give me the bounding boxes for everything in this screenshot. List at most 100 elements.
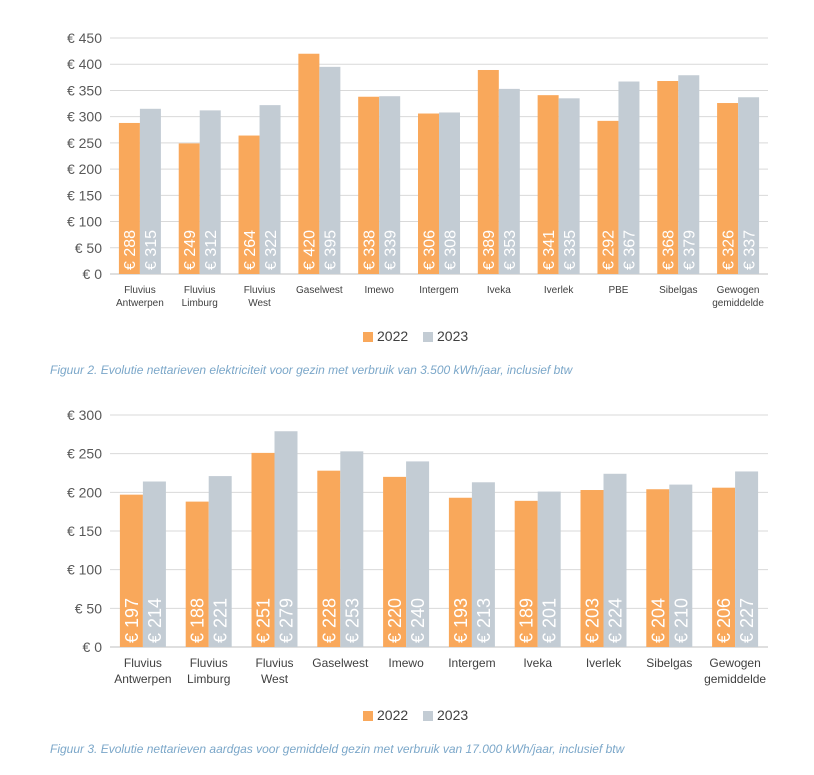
bar-2023-3 (340, 451, 364, 647)
bar-2023-0 (139, 108, 161, 274)
y-tick-label: € 200 (67, 484, 102, 500)
x-tick-label: Fluvius (124, 285, 156, 296)
data-label: € 395 (323, 230, 340, 270)
x-tick-label: Iveka (487, 285, 511, 296)
x-tick-label: Imewo (364, 285, 394, 296)
x-tick-label: Limburg (182, 298, 218, 309)
legend-swatch-2023 (423, 332, 433, 342)
x-tick-label: West (261, 672, 289, 686)
bar-2023-4 (406, 461, 430, 647)
bar-2023-1 (199, 110, 221, 274)
data-label: € 312 (203, 230, 220, 270)
data-label: € 335 (562, 230, 579, 270)
x-tick-label: Iverlek (586, 656, 622, 670)
data-label: € 306 (421, 230, 438, 270)
data-label: € 214 (145, 598, 165, 643)
data-label: € 251 (253, 598, 273, 643)
x-tick-label: Antwerpen (116, 298, 164, 309)
data-label: € 339 (382, 230, 399, 270)
y-tick-label: € 100 (67, 562, 102, 578)
bar-2023-2 (259, 105, 281, 274)
x-tick-label: Gewogen (717, 285, 760, 296)
x-tick-label: Sibelgas (659, 285, 697, 296)
bar-2022-1 (178, 143, 200, 274)
bar-2022-5 (418, 113, 439, 275)
y-tick-label: € 250 (67, 135, 102, 151)
legend-swatch-2022 (363, 711, 373, 721)
bar-2023-6 (498, 88, 520, 274)
data-label: € 253 (342, 598, 362, 643)
bar-2023-2 (274, 431, 298, 647)
electricity-tariff-chart: € 0 € 50 € 100 € 150 € 200 € 250 € 300 € 350 € 4… (67, 30, 768, 344)
bar-2023-7 (603, 473, 627, 647)
bar-2023-0 (142, 481, 166, 647)
data-label: € 227 (737, 598, 757, 643)
legend-swatch-2022 (363, 332, 373, 342)
data-label: € 189 (517, 598, 537, 643)
gas-tariff-chart: € 0€ 50€ 100€ 150€ 200€ 250€ 300€ 197 € 2… (67, 407, 768, 723)
data-label: € 353 (502, 230, 519, 270)
bar-2023-3 (319, 66, 341, 274)
y-tick-label: € 0 (83, 266, 103, 282)
y-tick-label: € 100 (67, 214, 102, 230)
x-tick-label: Iverlek (544, 285, 574, 296)
legend-label: 2022 (377, 707, 408, 723)
figure-3-caption: Figuur 3. Evolutie nettarieven aardgas v… (50, 742, 625, 756)
data-label: € 389 (481, 230, 498, 270)
data-label: € 337 (741, 230, 758, 270)
bar-2023-4 (379, 96, 401, 274)
x-tick-label: gemiddelde (712, 298, 764, 309)
data-label: € 188 (188, 598, 208, 643)
bar-2023-10 (738, 97, 760, 274)
data-label: € 221 (211, 598, 231, 643)
data-label: € 240 (408, 598, 428, 643)
bar-2022-3 (298, 53, 320, 274)
data-label: € 308 (442, 230, 459, 270)
data-label: € 326 (720, 230, 737, 270)
x-tick-label: Intergem (419, 285, 458, 296)
bar-2022-1 (185, 501, 209, 647)
y-tick-label: € 50 (75, 600, 102, 616)
bar-2022-5 (448, 497, 472, 647)
x-tick-label: Fluvius (190, 656, 228, 670)
data-label: € 368 (661, 230, 678, 270)
bar-2022-9 (712, 487, 736, 647)
bar-2022-8 (646, 489, 670, 647)
data-label: € 249 (182, 230, 199, 270)
data-label: € 322 (263, 230, 280, 270)
bar-2022-9 (657, 81, 679, 274)
x-tick-label: Antwerpen (114, 672, 171, 686)
bar-2023-8 (669, 484, 693, 647)
bar-2023-9 (678, 75, 700, 274)
x-tick-label: Gewogen (709, 656, 760, 670)
bar-2022-2 (251, 452, 275, 647)
data-label: € 379 (682, 230, 699, 270)
bar-2022-4 (358, 96, 380, 274)
data-label: € 213 (474, 598, 494, 643)
y-tick-label: € 400 (67, 56, 102, 72)
data-label: € 338 (361, 230, 378, 270)
bar-2023-7 (558, 98, 580, 274)
y-tick-label: € 150 (67, 523, 102, 539)
bar-2022-3 (317, 470, 341, 647)
y-tick-label: € 250 (67, 446, 102, 462)
x-tick-label: West (248, 298, 271, 309)
x-tick-label: Intergem (448, 656, 495, 670)
y-tick-label: € 150 (67, 187, 102, 203)
data-label: € 292 (601, 230, 618, 270)
data-label: € 220 (385, 598, 405, 643)
bar-2023-8 (618, 81, 640, 274)
bar-2022-4 (383, 476, 407, 647)
y-tick-label: € 50 (75, 240, 102, 256)
data-label: € 210 (671, 598, 691, 643)
bar-2022-8 (597, 120, 619, 275)
x-tick-label: Gaselwest (312, 656, 369, 670)
legend-label: 2023 (437, 328, 468, 344)
data-label: € 341 (541, 230, 558, 270)
data-label: € 315 (143, 230, 160, 270)
data-label: € 201 (540, 598, 560, 643)
y-tick-label: € 300 (67, 407, 102, 423)
bar-2022-0 (119, 494, 143, 647)
x-tick-label: Sibelgas (646, 656, 692, 670)
data-label: € 203 (582, 598, 602, 643)
